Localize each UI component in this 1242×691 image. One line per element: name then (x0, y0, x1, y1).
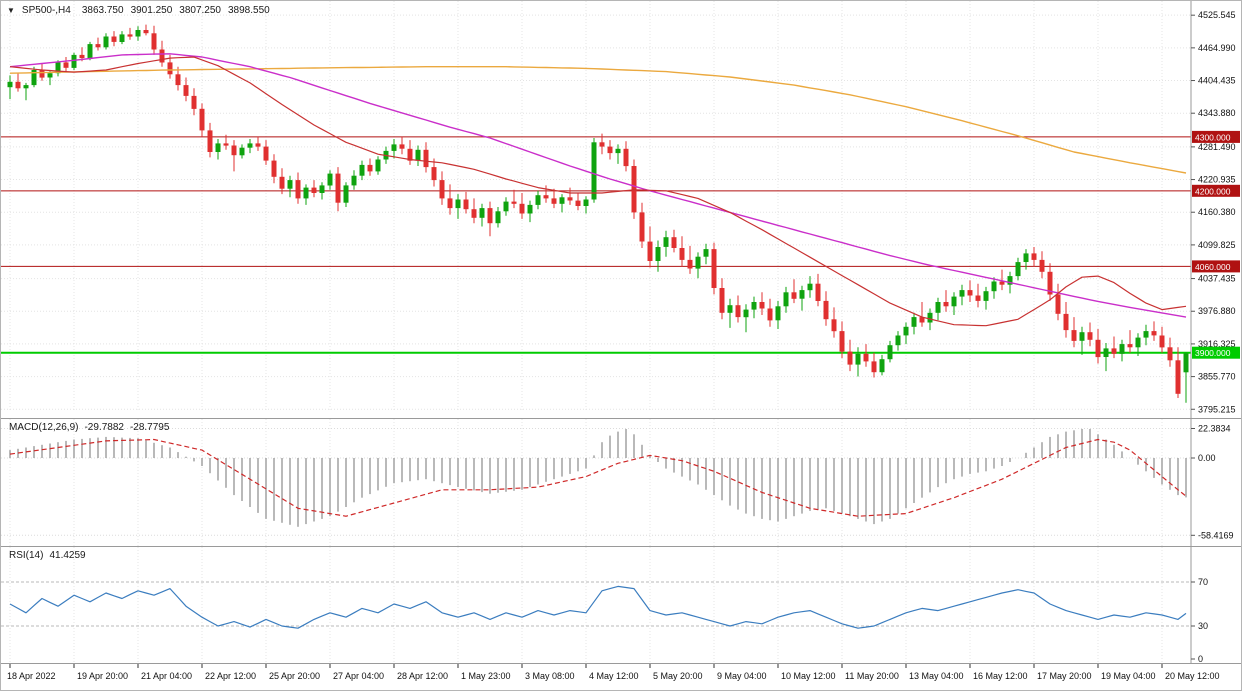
medium-ma-magenta-line[interactable] (9, 53, 1187, 318)
svg-text:4343.880: 4343.880 (1198, 108, 1236, 118)
svg-text:10 May 12:00: 10 May 12:00 (781, 671, 836, 681)
svg-text:11 May 20:00: 11 May 20:00 (845, 671, 899, 681)
rsi-panel[interactable]: 70 30 0 RSI(14) 41.4259 (1, 547, 1241, 664)
time-axis-canvas[interactable]: 18 Apr 2022 19 Apr 20:00 21 Apr 04:00 22 Ap… (1, 664, 1241, 690)
svg-text:3 May 08:00: 3 May 08:00 (525, 671, 575, 681)
price-badge-4200.000: 4200.000 (1192, 184, 1240, 197)
svg-text:13 May 04:00: 13 May 04:00 (909, 671, 964, 681)
svg-text:27 Apr 04:00: 27 Apr 04:00 (333, 671, 384, 681)
price-badge-4060.000: 4060.000 (1192, 260, 1240, 273)
one-click-trading-arrow-icon[interactable]: ▼ (7, 5, 15, 15)
macd-canvas[interactable]: 22.3834 0.00 -58.4169 (1, 419, 1241, 546)
price-chart-canvas[interactable]: 4525.545 4464.990 4404.435 4343.880 4281.490… (1, 1, 1241, 418)
svg-text:25 Apr 20:00: 25 Apr 20:00 (269, 671, 320, 681)
svg-text:17 May 20:00: 17 May 20:00 (1037, 671, 1092, 681)
svg-text:22 Apr 12:00: 22 Apr 12:00 (205, 671, 256, 681)
time-axis[interactable]: 18 Apr 2022 19 Apr 20:00 21 Apr 04:00 22 Ap… (1, 664, 1241, 690)
svg-text:18 Apr 2022: 18 Apr 2022 (7, 671, 56, 681)
svg-text:4464.990: 4464.990 (1198, 43, 1236, 53)
slow-ma-orange-line[interactable] (9, 65, 1187, 174)
svg-text:19 May 04:00: 19 May 04:00 (1101, 671, 1156, 681)
svg-text:22.3834: 22.3834 (1198, 423, 1231, 433)
price-chart-panel[interactable]: 4525.545 4464.990 4404.435 4343.880 4281.490… (1, 1, 1241, 419)
svg-text:4404.435: 4404.435 (1198, 76, 1236, 86)
svg-text:4160.380: 4160.380 (1198, 207, 1236, 217)
svg-text:70: 70 (1198, 577, 1208, 587)
svg-text:21 Apr 04:00: 21 Apr 04:00 (141, 671, 192, 681)
svg-text:3976.880: 3976.880 (1198, 306, 1236, 316)
rsi-canvas[interactable]: 70 30 0 (1, 547, 1241, 663)
svg-text:4060.000: 4060.000 (1195, 262, 1231, 272)
svg-text:5 May 20:00: 5 May 20:00 (653, 671, 703, 681)
svg-text:4300.000: 4300.000 (1195, 132, 1231, 142)
macd-signal-line (9, 438, 1187, 517)
svg-text:4037.435: 4037.435 (1198, 274, 1236, 284)
svg-text:0: 0 (1198, 654, 1203, 663)
svg-text:4220.935: 4220.935 (1198, 175, 1236, 185)
svg-text:9 May 04:00: 9 May 04:00 (717, 671, 767, 681)
svg-text:19 Apr 20:00: 19 Apr 20:00 (77, 671, 128, 681)
svg-text:3795.215: 3795.215 (1198, 404, 1236, 414)
svg-text:20 May 12:00: 20 May 12:00 (1165, 671, 1220, 681)
rsi-line (9, 585, 1187, 629)
price-badge-4300.000: 4300.000 (1192, 130, 1240, 143)
svg-text:4281.490: 4281.490 (1198, 142, 1236, 152)
svg-text:4200.000: 4200.000 (1195, 186, 1231, 196)
svg-text:16 May 12:00: 16 May 12:00 (973, 671, 1028, 681)
fast-ma-red-line[interactable] (9, 56, 1187, 327)
svg-text:1 May 23:00: 1 May 23:00 (461, 671, 511, 681)
svg-text:0.00: 0.00 (1198, 453, 1216, 463)
svg-text:3916.325: 3916.325 (1198, 339, 1236, 349)
svg-text:30: 30 (1198, 621, 1208, 631)
svg-text:4099.825: 4099.825 (1198, 240, 1236, 250)
svg-text:-58.4169: -58.4169 (1198, 530, 1234, 540)
macd-panel[interactable]: 22.3834 0.00 -58.4169 MACD(12,26,9) -29.78… (1, 419, 1241, 547)
candlesticks-layer (7, 24, 1189, 403)
svg-text:4525.545: 4525.545 (1198, 10, 1236, 20)
macd-histogram (9, 429, 1187, 527)
svg-text:4 May 12:00: 4 May 12:00 (589, 671, 639, 681)
price-badge-3900.000: 3900.000 (1192, 346, 1240, 359)
svg-text:3855.770: 3855.770 (1198, 372, 1236, 382)
svg-text:3900.000: 3900.000 (1195, 348, 1231, 358)
price-axis[interactable]: 4525.545 4464.990 4404.435 4343.880 4281.490… (1191, 10, 1240, 414)
time-axis-labels: 18 Apr 2022 19 Apr 20:00 21 Apr 04:00 22 Ap… (7, 664, 1220, 681)
svg-text:28 Apr 12:00: 28 Apr 12:00 (397, 671, 448, 681)
